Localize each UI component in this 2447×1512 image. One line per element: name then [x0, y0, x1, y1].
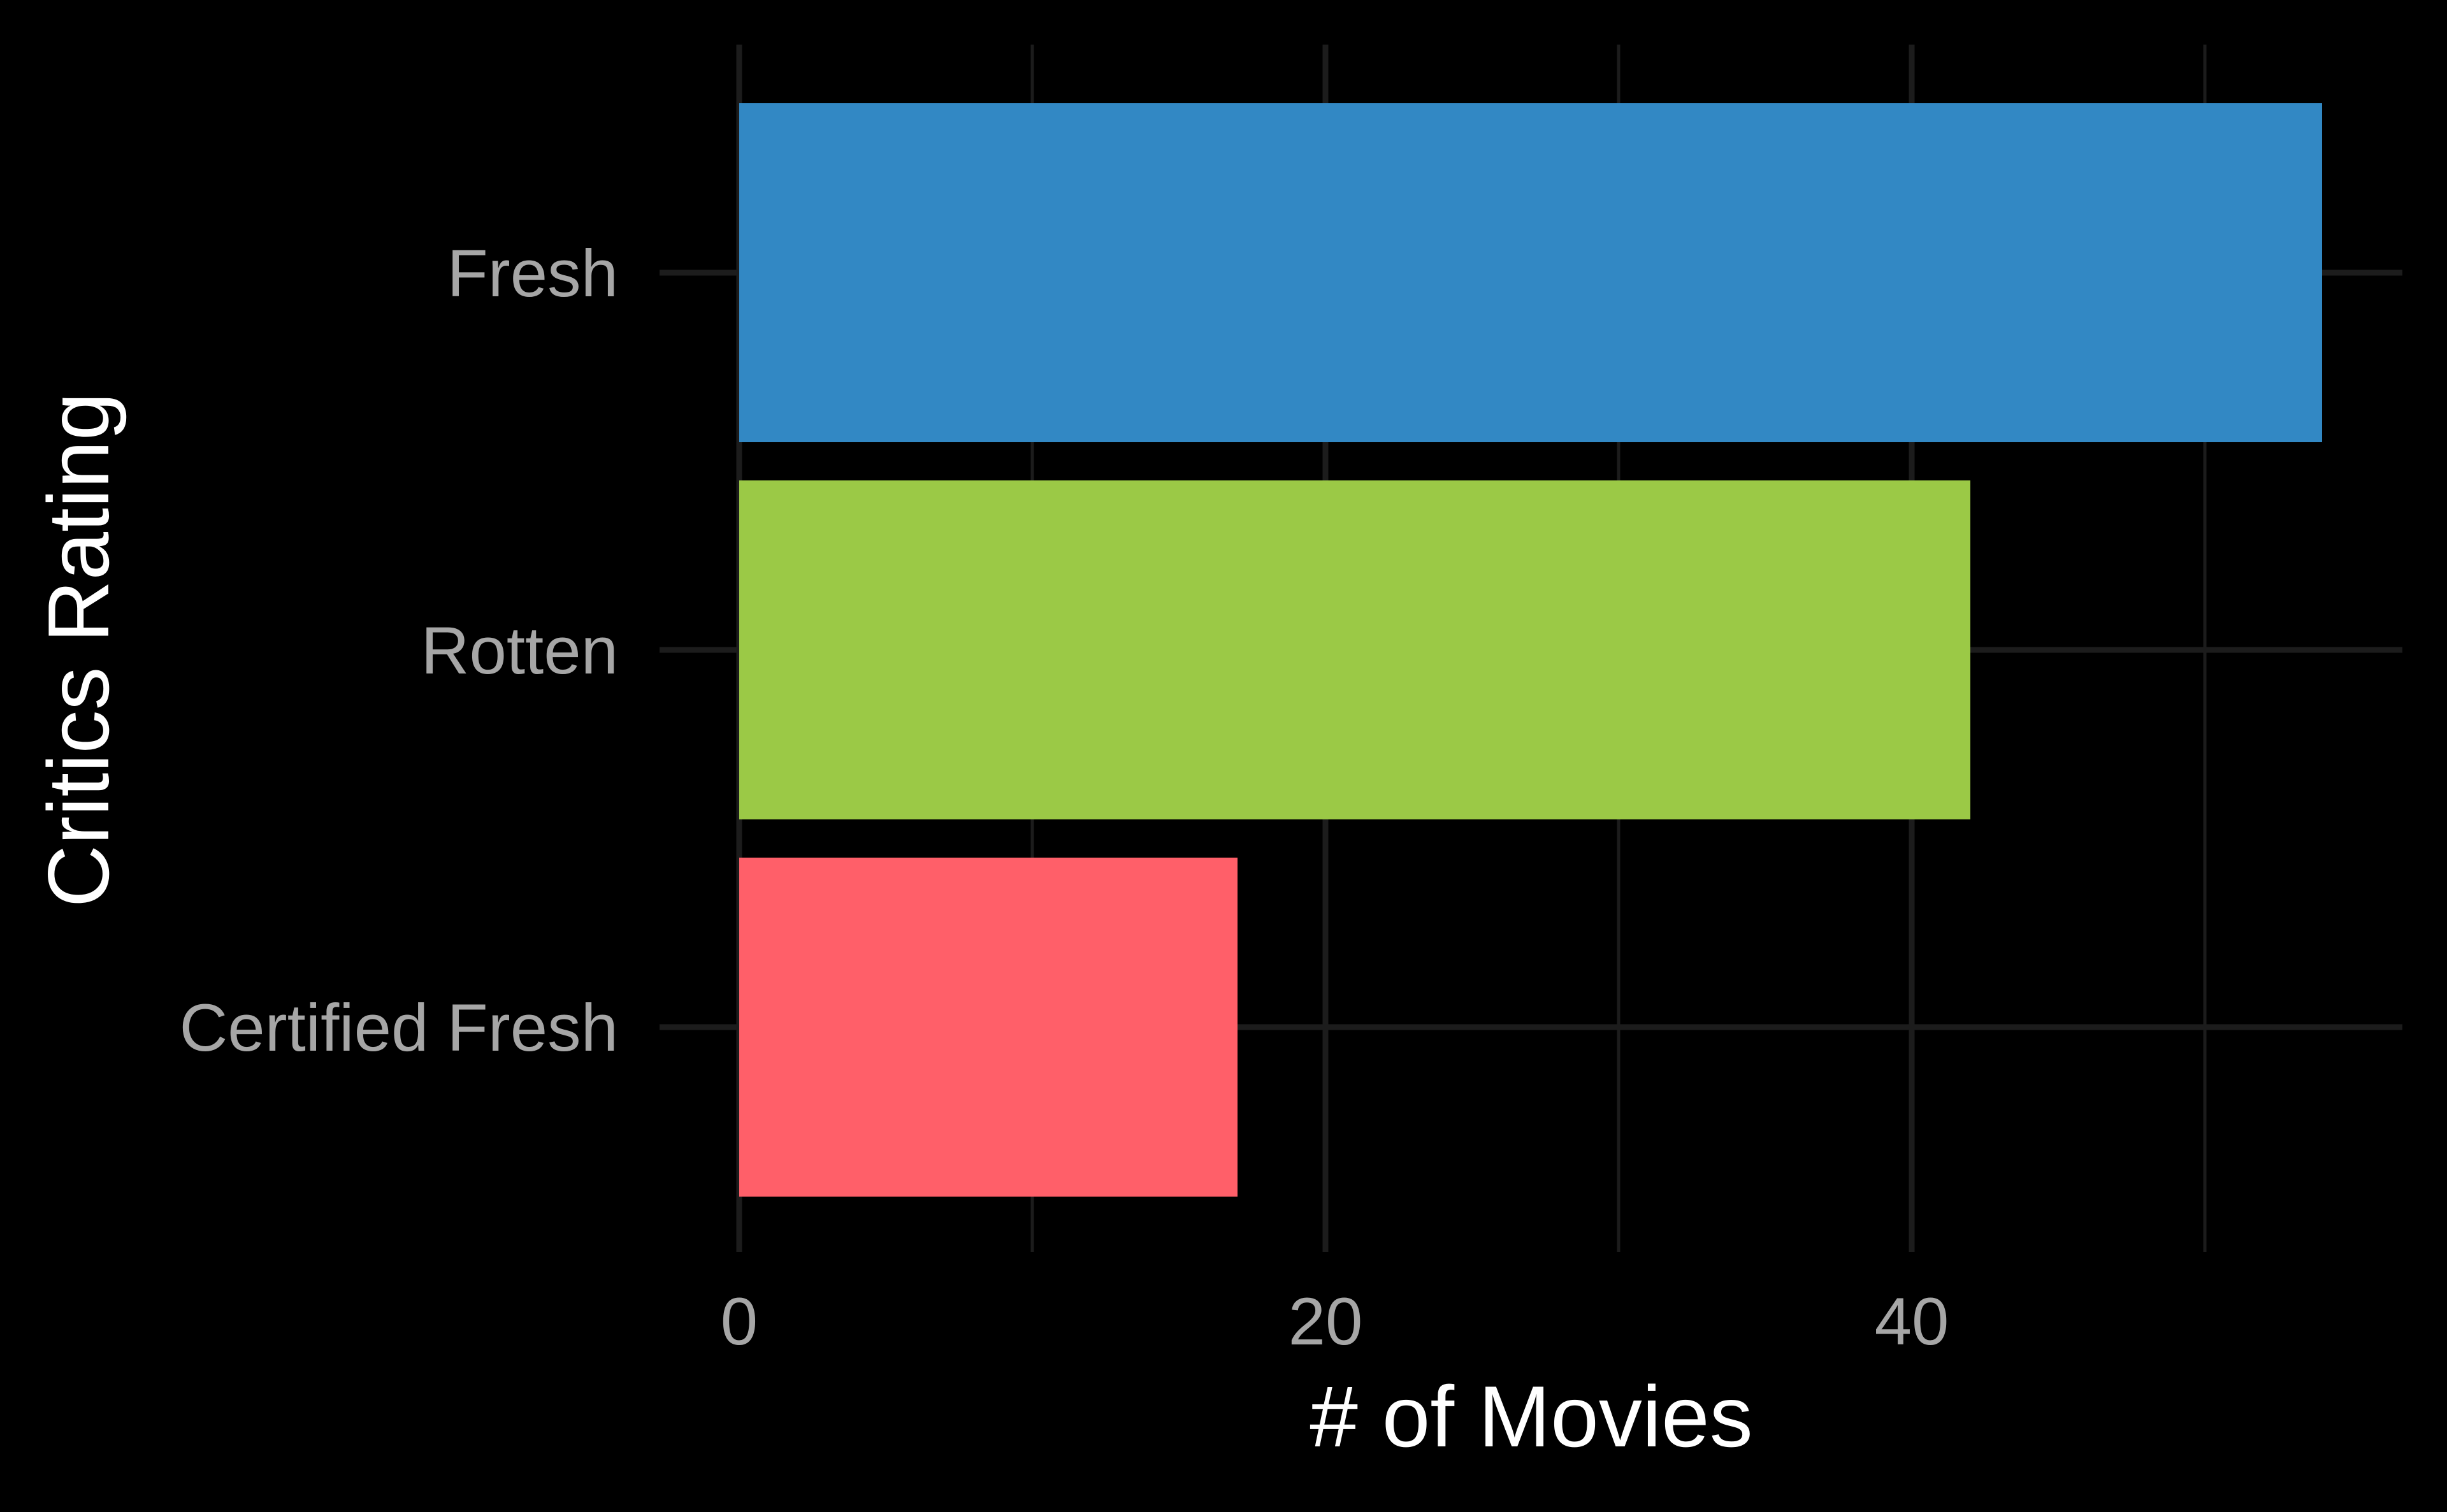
bars [739, 103, 2322, 1197]
tick-labels: Fresh Rotten Certified Fresh 0 20 40 [179, 236, 1949, 1359]
bar-rotten [739, 480, 1970, 819]
x-axis-title: # of Movies [1310, 1368, 1752, 1465]
bar-certified-fresh [739, 858, 1238, 1197]
y-tick-label: Rotten [421, 614, 618, 688]
x-tick-label: 0 [721, 1285, 758, 1359]
y-tick-label: Fresh [447, 236, 618, 311]
x-tick-label: 40 [1875, 1285, 1949, 1359]
y-tick-label: Certified Fresh [179, 991, 618, 1065]
y-axis-title: Critics Rating [30, 392, 127, 908]
x-tick-label: 20 [1288, 1285, 1363, 1359]
bar-fresh [739, 103, 2322, 442]
